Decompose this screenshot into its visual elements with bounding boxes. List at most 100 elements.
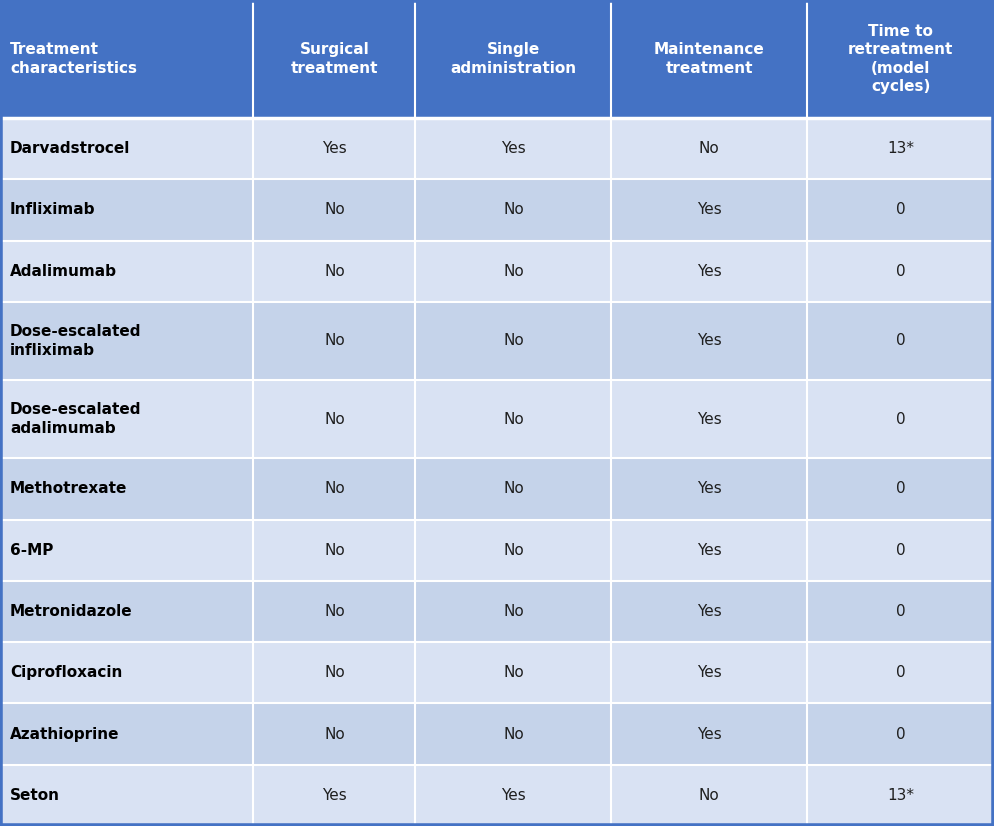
Bar <box>611 704 807 765</box>
Bar <box>253 458 415 520</box>
Text: Methotrexate: Methotrexate <box>10 482 127 496</box>
Text: Darvadstrocel: Darvadstrocel <box>10 141 130 156</box>
Bar <box>0 301 253 380</box>
Bar <box>611 458 807 520</box>
Text: Metronidazole: Metronidazole <box>10 604 132 619</box>
Text: 0: 0 <box>896 334 906 349</box>
Bar <box>253 240 415 301</box>
Text: 13*: 13* <box>887 788 914 803</box>
Bar <box>0 642 253 704</box>
Text: 6-MP: 6-MP <box>10 543 54 558</box>
Bar <box>611 301 807 380</box>
Bar <box>253 765 415 826</box>
Text: 0: 0 <box>896 604 906 619</box>
Bar <box>807 642 994 704</box>
Bar <box>253 520 415 581</box>
Text: No: No <box>324 202 345 217</box>
Bar <box>415 179 611 240</box>
Text: No: No <box>503 604 524 619</box>
Text: Time to
retreatment
(model
cycles): Time to retreatment (model cycles) <box>848 24 953 94</box>
Bar <box>0 118 253 179</box>
Text: No: No <box>503 482 524 496</box>
Bar <box>807 301 994 380</box>
Text: Yes: Yes <box>697 665 722 681</box>
Bar <box>807 0 994 118</box>
Bar <box>611 765 807 826</box>
Bar <box>415 458 611 520</box>
Text: No: No <box>503 543 524 558</box>
Text: 0: 0 <box>896 727 906 742</box>
Text: Seton: Seton <box>10 788 60 803</box>
Bar <box>807 520 994 581</box>
Bar <box>807 118 994 179</box>
Text: Dose-escalated
infliximab: Dose-escalated infliximab <box>10 324 141 358</box>
Bar <box>415 380 611 458</box>
Text: No: No <box>503 334 524 349</box>
Bar <box>253 642 415 704</box>
Text: No: No <box>699 788 720 803</box>
Bar <box>807 179 994 240</box>
Text: No: No <box>324 411 345 427</box>
Bar <box>0 581 253 642</box>
Bar <box>0 704 253 765</box>
Text: Adalimumab: Adalimumab <box>10 263 117 278</box>
Text: Ciprofloxacin: Ciprofloxacin <box>10 665 122 681</box>
Text: Azathioprine: Azathioprine <box>10 727 119 742</box>
Bar <box>415 0 611 118</box>
Bar <box>807 240 994 301</box>
Text: No: No <box>503 727 524 742</box>
Text: Single
administration: Single administration <box>450 42 577 76</box>
Bar <box>415 581 611 642</box>
Text: 0: 0 <box>896 482 906 496</box>
Text: No: No <box>324 665 345 681</box>
Bar <box>611 642 807 704</box>
Bar <box>253 380 415 458</box>
Bar <box>611 380 807 458</box>
Bar <box>415 642 611 704</box>
Bar <box>611 118 807 179</box>
Bar <box>253 581 415 642</box>
Text: Infliximab: Infliximab <box>10 202 95 217</box>
Bar <box>611 240 807 301</box>
Text: No: No <box>503 202 524 217</box>
Text: No: No <box>503 263 524 278</box>
Text: Yes: Yes <box>697 482 722 496</box>
Bar <box>415 118 611 179</box>
Bar <box>807 765 994 826</box>
Bar <box>253 118 415 179</box>
Text: 0: 0 <box>896 411 906 427</box>
Text: No: No <box>699 141 720 156</box>
Text: 0: 0 <box>896 202 906 217</box>
Text: 0: 0 <box>896 263 906 278</box>
Bar <box>0 520 253 581</box>
Text: Yes: Yes <box>697 411 722 427</box>
Bar <box>253 704 415 765</box>
Bar <box>807 704 994 765</box>
Text: Yes: Yes <box>322 141 347 156</box>
Text: No: No <box>324 543 345 558</box>
Bar <box>415 520 611 581</box>
Text: Yes: Yes <box>697 543 722 558</box>
Bar <box>611 0 807 118</box>
Text: No: No <box>324 482 345 496</box>
Text: No: No <box>503 411 524 427</box>
Text: Treatment
characteristics: Treatment characteristics <box>10 42 137 76</box>
Text: Yes: Yes <box>697 334 722 349</box>
Text: No: No <box>324 727 345 742</box>
Bar <box>807 380 994 458</box>
Text: Yes: Yes <box>697 604 722 619</box>
Bar <box>415 301 611 380</box>
Bar <box>611 581 807 642</box>
Text: 0: 0 <box>896 665 906 681</box>
Text: Yes: Yes <box>697 202 722 217</box>
Text: Yes: Yes <box>501 141 526 156</box>
Bar <box>807 458 994 520</box>
Text: Yes: Yes <box>697 727 722 742</box>
Bar <box>0 179 253 240</box>
Bar <box>0 380 253 458</box>
Bar <box>415 240 611 301</box>
Text: Yes: Yes <box>322 788 347 803</box>
Text: No: No <box>503 665 524 681</box>
Bar <box>0 765 253 826</box>
Bar <box>253 301 415 380</box>
